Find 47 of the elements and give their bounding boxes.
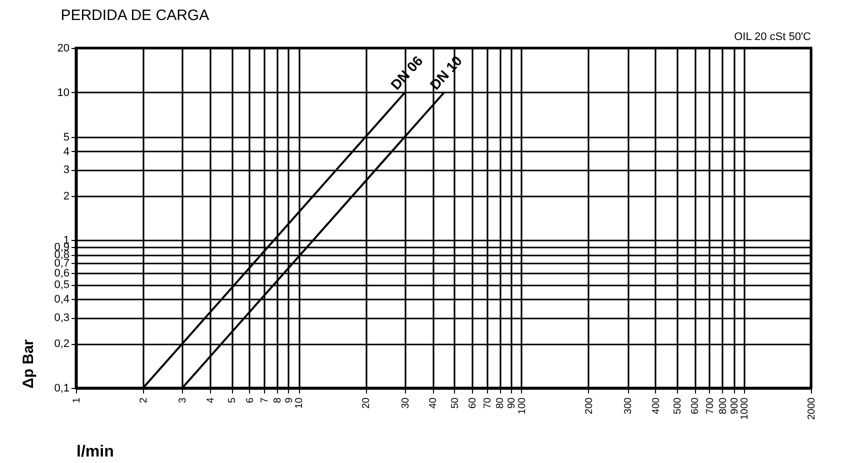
y-tick-label: 2 [63,190,70,202]
y-tick-label: 0,2 [54,338,70,350]
x-tick-label: 200 [584,397,595,414]
x-tick-label: 10 [294,397,306,409]
x-tick-label: 7 [260,397,271,404]
y-tick-label: 10 [57,86,70,99]
x-tick-label: 3 [178,397,189,404]
x-axis-title: l/min [76,444,114,460]
x-tick-label: 600 [690,397,702,414]
y-tick-label: 3 [63,164,70,176]
x-tick-label: 1 [72,397,82,404]
x-tick-label: 100 [516,397,528,414]
x-tick-label: 700 [704,397,716,414]
y-tick-label: 0,7 [54,258,70,270]
x-tick-label: 5 [227,397,238,404]
x-tick-label: 8 [272,397,284,404]
text: OIL 20 cSt 50'C [734,31,812,43]
x-tick-label: 6 [244,397,256,404]
x-tick-label: 90 [506,397,518,409]
x-tick-label: 20 [361,397,372,409]
x-tick-label: 9 [284,397,295,404]
x-tick-label: 400 [650,397,662,414]
x-tick-label: 70 [482,397,494,409]
text: DN 06 [387,52,426,93]
y-tick-label: 0,5 [54,279,70,292]
y-tick-label: 4 [63,146,70,158]
x-tick-label: 500 [672,397,684,414]
y-tick-label: 0,1 [54,382,70,394]
x-tick-label: 900 [729,397,740,414]
x-tick-label: 80 [495,397,506,409]
x-tick-label: 40 [428,397,440,409]
y-axis-title: Δp Bar [20,339,38,388]
x-tick-label: 60 [467,397,478,409]
y-tick-label: 20 [57,42,70,54]
x-tick-label: 50 [450,397,461,409]
y-tick-label: 0,3 [54,312,70,324]
x-tick-label: 2 [138,397,150,404]
x-tick-label: 300 [623,397,634,414]
y-tick-label: 0,6 [54,268,70,280]
x-tick-label: 4 [206,397,217,404]
chart-title: PERDIDA DE CARGA [60,7,210,24]
x-tick-label: 800 [718,397,729,414]
x-tick-label: 2000 [806,397,818,420]
y-tick-label: 5 [63,131,70,144]
x-tick-label: 30 [400,397,412,409]
y-tick-label: 0,4 [54,294,70,306]
x-tick-label: 1000 [739,397,750,420]
